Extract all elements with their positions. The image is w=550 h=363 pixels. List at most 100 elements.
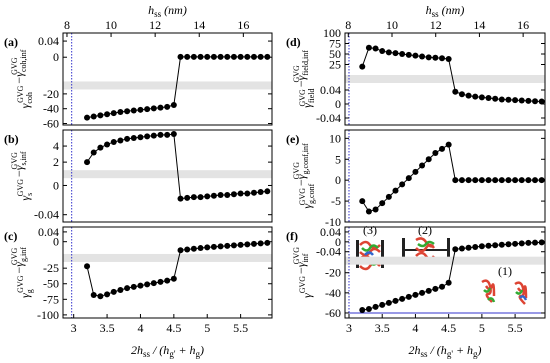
subscript: g [473, 349, 478, 359]
data-point [210, 243, 217, 250]
symbol: γ [18, 103, 32, 108]
data-point [117, 137, 124, 144]
data-point [164, 131, 171, 138]
data-point [518, 97, 525, 104]
data-point [84, 114, 91, 121]
data-point [412, 168, 419, 175]
data-point [250, 189, 257, 196]
subscript: ss [143, 349, 151, 359]
data-point [485, 177, 492, 184]
data-point [412, 52, 419, 59]
data-point [230, 191, 237, 198]
y-tick-label: -100 [37, 308, 59, 322]
data-point [498, 241, 505, 248]
data-point [512, 177, 519, 184]
data-point [359, 198, 366, 205]
data-point [419, 162, 426, 169]
data-point [197, 53, 204, 60]
data-point [392, 297, 399, 304]
annotation: (1) [498, 264, 512, 278]
label-part: / (h [150, 343, 169, 357]
symbol: γ [300, 204, 314, 209]
y-tick-label: -0.04 [34, 208, 59, 222]
label-part: 2h [408, 343, 420, 357]
annotation: (2) [418, 223, 432, 237]
x2-tick-label: 14 [473, 18, 485, 32]
data-point [137, 282, 144, 289]
y-tick-label: -25 [43, 261, 59, 275]
data-point [492, 177, 499, 184]
operator: − [294, 179, 308, 186]
superscript: GVG [298, 89, 307, 107]
data-point [512, 240, 519, 247]
data-point [104, 141, 111, 148]
y-tick-label: 50 [329, 47, 341, 61]
y-tick-label: 5 [335, 152, 341, 166]
data-point [498, 177, 505, 184]
data-point [197, 194, 204, 201]
data-point [492, 242, 499, 249]
data-point [505, 96, 512, 103]
x2-tick-label: 8 [345, 18, 351, 32]
plot-frame [344, 32, 546, 126]
data-point [425, 156, 432, 163]
y-axis-label: γg,confGVG−γg,conf,infGVG [292, 143, 316, 209]
x-tick-label: 5 [479, 321, 485, 335]
data-point [458, 245, 465, 252]
y-tick-label: 10 [329, 131, 341, 145]
data-point [485, 95, 492, 102]
y-tick-label: 100 [323, 26, 341, 40]
x2-tick-label: 10 [386, 18, 398, 32]
panel-label: (e) [286, 132, 299, 146]
data-point [518, 177, 525, 184]
data-point [244, 53, 251, 60]
axis-break [63, 170, 272, 179]
data-point [359, 63, 366, 70]
axis-label: hss (nm) [148, 3, 187, 19]
axis-label: 2hss / (hg' + hg) [131, 343, 204, 359]
axis-label: 2hss / (hg' + hg) [408, 343, 481, 359]
y-tick-label: -60 [43, 117, 59, 131]
data-point [392, 50, 399, 57]
data-point [190, 194, 197, 201]
subscript: s,inf [19, 151, 28, 165]
y-tick-label: -60 [325, 306, 341, 320]
data-point [237, 241, 244, 248]
subscript: g [196, 349, 201, 359]
subscript: s [25, 193, 34, 196]
y-tick-label: -10 [325, 215, 341, 229]
annotation: (3) [363, 223, 377, 237]
data-point [439, 145, 446, 152]
superscript: GVG [298, 276, 307, 294]
data-point [110, 288, 117, 295]
x2-tick-label: 12 [430, 18, 442, 32]
data-point [224, 242, 231, 249]
symbol: γ [300, 293, 314, 298]
data-point [425, 54, 432, 61]
x2-tick-label: 16 [517, 18, 529, 32]
y-axis-label: γfieldGVG−γfield,infGVG [292, 50, 316, 108]
data-point [150, 132, 157, 139]
label-part: ) [199, 343, 204, 357]
y-tick-label: 0 [53, 50, 59, 64]
operator: − [12, 77, 26, 84]
x-tick-label: 3 [346, 321, 352, 335]
data-point [458, 91, 465, 98]
subscript: coh [25, 92, 34, 104]
y-axis-label: γgGVG−γg,infGVG [10, 247, 34, 298]
y-tick-label: 25 [329, 58, 341, 72]
data-point [385, 299, 392, 306]
data-point [157, 104, 164, 111]
panel-label: (a) [4, 35, 18, 49]
subscript: g,conf,inf [301, 143, 310, 174]
plot-frame [344, 129, 546, 223]
data-point [257, 53, 264, 60]
data-point [184, 246, 191, 253]
data-point [237, 190, 244, 197]
label-part: ) [477, 343, 482, 357]
data-point [217, 191, 224, 198]
data-point [505, 177, 512, 184]
y-tick-label: -0.04 [316, 111, 341, 125]
data-point [399, 295, 406, 302]
axis-break [345, 256, 545, 265]
